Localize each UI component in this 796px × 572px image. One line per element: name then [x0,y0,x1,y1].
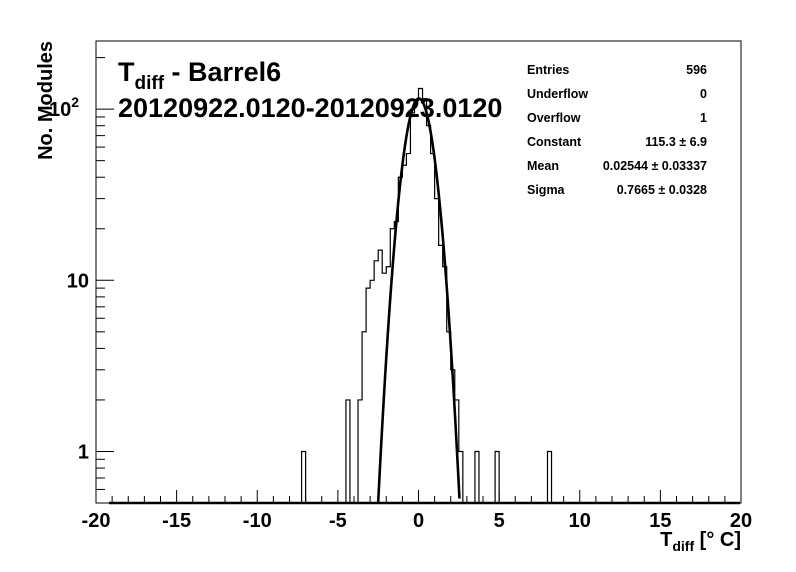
y-tick-labels: 1 10 102 [49,94,89,463]
stats-label: Mean [527,159,559,173]
x-tick-label: 20 [730,510,752,532]
stats-value: 0.02544 ± 0.03337 [603,159,707,173]
x-tick-label: -20 [82,510,111,532]
stats-label: Entries [527,63,569,77]
y-tick-label: 10 [67,270,89,292]
chart-title: Tdiff - Barrel6 [118,57,281,94]
stats-value: 0.7665 ± 0.0328 [617,183,707,197]
y-axis-label: No. Modules [35,41,57,160]
x-tick-label: 5 [494,510,505,532]
x-tick-label: -15 [162,510,191,532]
stats-value: 115.3 ± 6.9 [645,135,707,149]
stats-value: 0 [700,87,707,101]
x-tick-label: -5 [329,510,347,532]
stats-value: 596 [686,63,707,77]
title-rest: - Barrel6 [164,57,281,87]
x-tick-label: -10 [243,510,272,532]
chart-title-line2: 20120922.0120-20120923.0120 [118,93,502,123]
stats-label: Constant [527,135,582,149]
histogram-outline [300,87,553,503]
xlabel-rest: [° C] [694,529,741,551]
gaussian-fit-curve [376,97,461,503]
x-tick-label: 10 [569,510,591,532]
xlabel-sub: diff [672,538,694,554]
title-sub: diff [135,73,165,94]
x-tick-label: 15 [649,510,671,532]
x-tick-labels: -20 -15 -10 -5 0 5 10 15 20 [82,510,753,532]
y-tick-label: 102 [49,94,79,121]
y-tick-label: 1 [78,441,89,463]
stats-label: Sigma [527,183,566,197]
xlabel-main: T [660,529,672,551]
x-tick-label: 0 [413,510,424,532]
stats-label: Overflow [527,111,581,125]
stats-value: 1 [700,111,707,125]
x-axis-label: Tdiff [° C] [660,529,741,554]
stats-box: Entries 596 Underflow 0 Overflow 1 Constant 115… [527,63,707,197]
axis-ticks [95,57,742,503]
title-main: T [118,57,135,87]
stats-label: Underflow [527,87,588,101]
